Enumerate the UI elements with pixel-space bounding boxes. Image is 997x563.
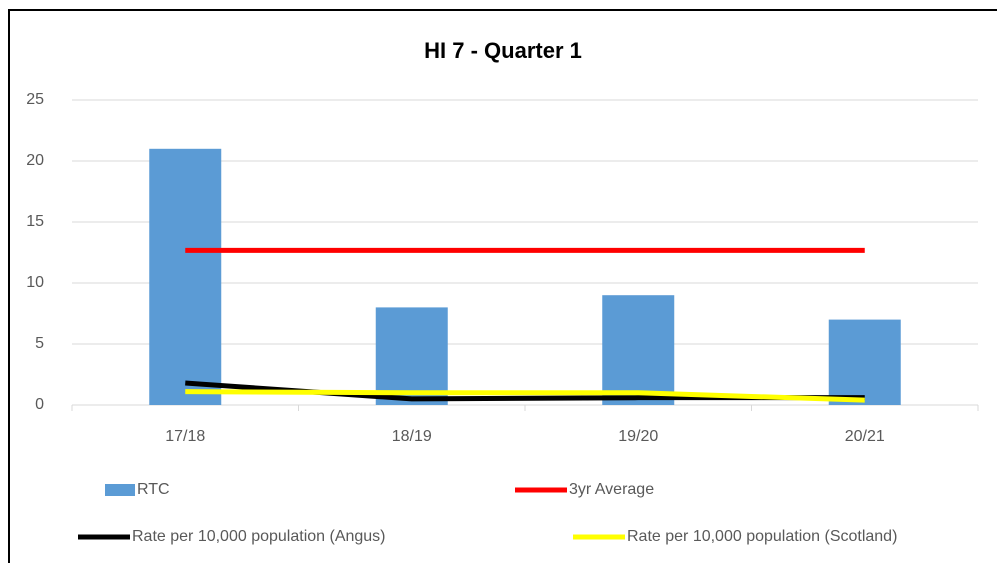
legend-label: Rate per 10,000 population (Scotland) <box>627 528 897 545</box>
bar <box>375 307 448 405</box>
line <box>185 389 865 403</box>
bar <box>149 148 222 406</box>
legend-swatch <box>105 484 135 496</box>
y-tick-label: 25 <box>26 91 44 108</box>
bar <box>602 295 675 405</box>
bar <box>828 319 901 405</box>
chart-title: HI 7 - Quarter 1 <box>424 38 582 63</box>
y-tick-label: 15 <box>26 213 44 230</box>
y-tick-label: 20 <box>26 152 44 169</box>
legend-label: Rate per 10,000 population (Angus) <box>132 528 386 545</box>
y-tick-label: 5 <box>35 335 44 352</box>
y-tick-label: 0 <box>35 396 44 413</box>
x-tick-label: 18/19 <box>392 428 432 445</box>
y-tick-label: 10 <box>26 274 44 291</box>
x-tick-label: 19/20 <box>618 428 658 445</box>
legend-label: RTC <box>137 481 170 498</box>
legend-label: 3yr Average <box>569 481 654 498</box>
x-tick-label: 17/18 <box>165 428 205 445</box>
x-tick-label: 20/21 <box>845 428 885 445</box>
